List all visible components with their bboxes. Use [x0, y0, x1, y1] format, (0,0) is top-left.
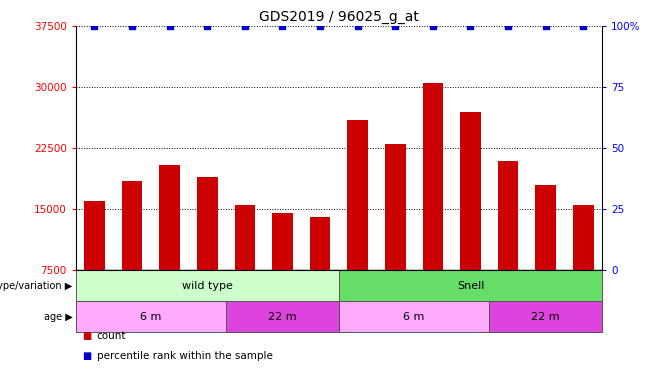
Bar — [490, 301, 602, 332]
Point — [353, 23, 363, 29]
Bar — [84, 201, 105, 270]
Bar — [76, 301, 226, 332]
Text: GSM69707: GSM69707 — [240, 273, 249, 322]
Text: ■: ■ — [82, 351, 91, 361]
Point — [202, 23, 213, 29]
Text: GSM69714: GSM69714 — [128, 273, 137, 322]
Text: ■: ■ — [82, 331, 91, 340]
Point — [315, 23, 325, 29]
Title: GDS2019 / 96025_g_at: GDS2019 / 96025_g_at — [259, 10, 418, 24]
Text: GSM69713: GSM69713 — [90, 273, 99, 322]
Text: GSM69715: GSM69715 — [165, 273, 174, 322]
Bar — [339, 301, 490, 332]
Point — [127, 23, 138, 29]
Bar — [339, 270, 602, 301]
Text: GSM69710: GSM69710 — [503, 273, 513, 322]
Text: 22 m: 22 m — [532, 312, 560, 321]
Point — [164, 23, 175, 29]
Bar — [272, 213, 293, 270]
Point — [578, 23, 588, 29]
Text: GSM69708: GSM69708 — [278, 273, 287, 322]
Text: GSM69720: GSM69720 — [466, 273, 475, 322]
Point — [465, 23, 476, 29]
Point — [240, 23, 250, 29]
Text: 22 m: 22 m — [268, 312, 297, 321]
Point — [540, 23, 551, 29]
Text: 6 m: 6 m — [140, 312, 162, 321]
Text: GSM69712: GSM69712 — [579, 273, 588, 322]
Text: count: count — [97, 331, 126, 340]
Text: GSM69716: GSM69716 — [203, 273, 212, 322]
Bar — [536, 185, 556, 270]
Text: 6 m: 6 m — [403, 312, 425, 321]
Bar — [422, 83, 443, 270]
Text: GSM69719: GSM69719 — [428, 273, 438, 322]
Text: GSM69718: GSM69718 — [391, 273, 400, 322]
Text: wild type: wild type — [182, 281, 233, 291]
Text: GSM69711: GSM69711 — [541, 273, 550, 322]
Point — [428, 23, 438, 29]
Bar — [234, 205, 255, 270]
Bar — [76, 270, 339, 301]
Bar — [460, 112, 481, 270]
Text: GSM69717: GSM69717 — [353, 273, 362, 322]
Text: Snell: Snell — [457, 281, 484, 291]
Bar — [310, 217, 330, 270]
Bar — [159, 165, 180, 270]
Text: age ▶: age ▶ — [43, 312, 72, 321]
Bar — [385, 144, 405, 270]
Bar — [226, 301, 339, 332]
Bar — [122, 181, 142, 270]
Text: genotype/variation ▶: genotype/variation ▶ — [0, 281, 72, 291]
Bar — [573, 205, 594, 270]
Point — [89, 23, 100, 29]
Point — [390, 23, 401, 29]
Point — [503, 23, 513, 29]
Point — [277, 23, 288, 29]
Bar — [347, 120, 368, 270]
Text: GSM69709: GSM69709 — [316, 273, 324, 322]
Text: percentile rank within the sample: percentile rank within the sample — [97, 351, 272, 361]
Bar — [197, 177, 218, 270]
Bar — [497, 160, 519, 270]
